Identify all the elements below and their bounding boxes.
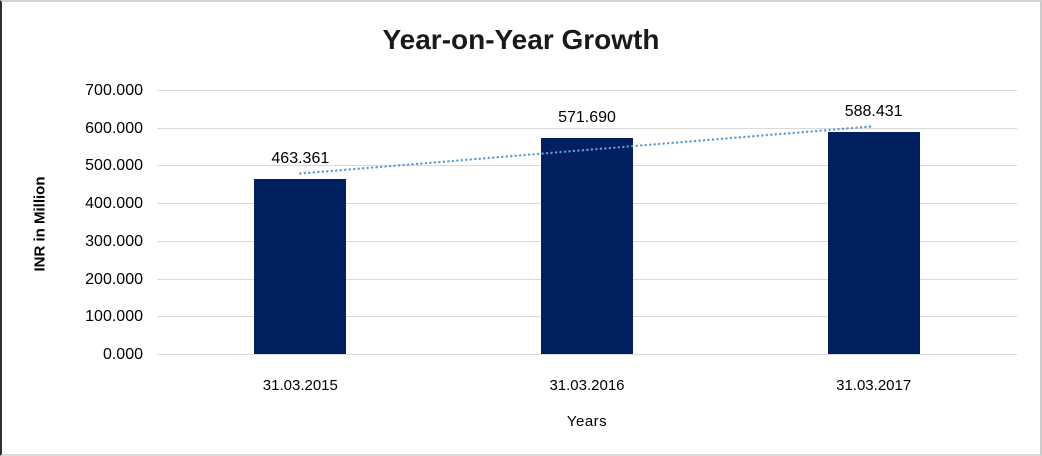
x-tick-label: 31.03.2015 <box>262 377 338 394</box>
bar <box>541 138 633 354</box>
plot-area: 463.361 571.690 588.431 <box>157 90 1017 355</box>
x-tick-label: 31.03.2017 <box>836 377 912 394</box>
y-tick-label: 200.000 <box>85 271 143 288</box>
trendline-path <box>299 125 875 175</box>
y-axis-title: INR in Million <box>31 176 49 272</box>
trendline <box>299 125 875 175</box>
y-tick-label: 500.000 <box>85 157 143 174</box>
y-tick-label: 700.000 <box>85 82 143 99</box>
bar-value-label: 588.431 <box>844 102 903 120</box>
y-tick-label: 400.000 <box>85 195 143 212</box>
gridline <box>157 128 1017 129</box>
x-axis-title: Years <box>566 413 608 430</box>
gridline <box>157 90 1017 91</box>
bar <box>827 132 920 354</box>
x-tick-label: 31.03.2016 <box>549 377 625 394</box>
y-tick-label: 600.000 <box>85 120 143 137</box>
y-tick-label: 300.000 <box>85 233 143 250</box>
bar-value-label: 571.690 <box>558 108 616 126</box>
chart-title: Year-on-Year Growth <box>382 24 660 55</box>
bar-value-label: 463.361 <box>271 149 330 167</box>
y-tick-label: 100.000 <box>85 308 143 325</box>
y-tick-label: 0.000 <box>102 346 143 363</box>
gridline <box>157 354 1017 355</box>
bar <box>254 179 347 354</box>
